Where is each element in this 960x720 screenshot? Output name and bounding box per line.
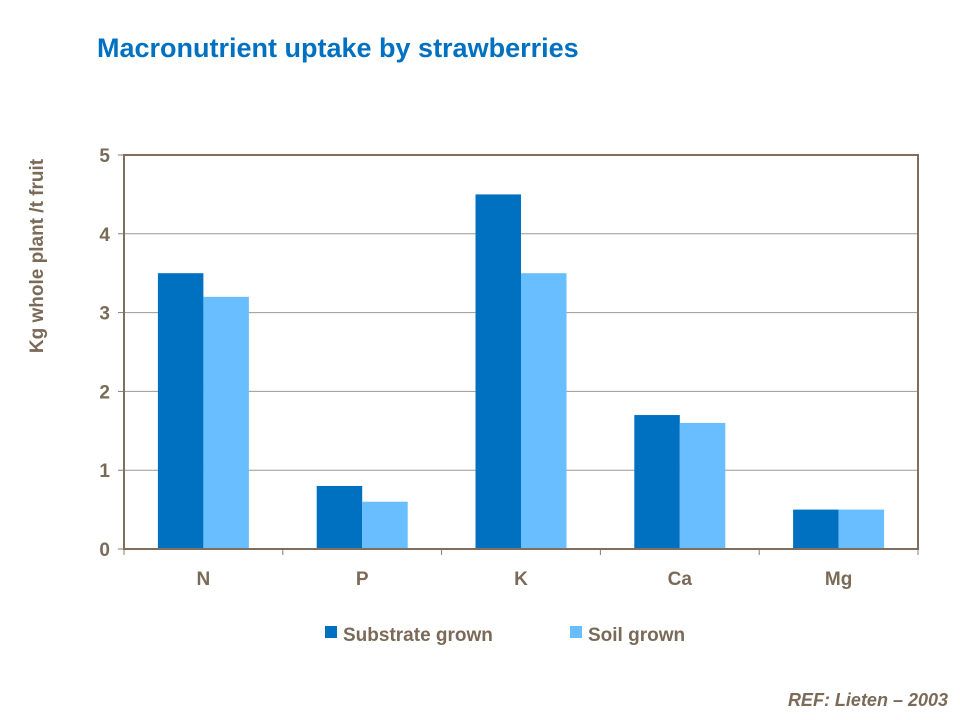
y-tick-label: 5 bbox=[99, 146, 110, 167]
x-tick-label: Ca bbox=[668, 569, 693, 590]
bar-soil-grown-mg bbox=[838, 509, 885, 549]
bar-soil-grown-p bbox=[362, 501, 408, 549]
legend-label: Substrate grown bbox=[343, 625, 493, 646]
reference-note: REF: Lieten – 2003 bbox=[787, 690, 948, 710]
bar-soil-grown-k bbox=[521, 273, 567, 549]
y-tick-label: 1 bbox=[99, 461, 110, 482]
x-tick-label: K bbox=[514, 569, 528, 590]
y-tick-label: 4 bbox=[99, 225, 110, 246]
plot-area-border bbox=[123, 154, 919, 550]
bar-substrate-grown-n bbox=[157, 273, 204, 549]
chart-title: Macronutrient uptake by strawberries bbox=[97, 33, 579, 63]
legend-swatch bbox=[325, 626, 337, 638]
y-axis-label: Kg whole plant /t fruit bbox=[27, 158, 48, 353]
y-tick-label: 2 bbox=[99, 382, 110, 403]
y-tick-label: 3 bbox=[99, 304, 110, 325]
x-tick-label: P bbox=[356, 569, 369, 590]
bar-substrate-grown-mg bbox=[793, 509, 839, 549]
x-tick-label: N bbox=[197, 569, 211, 590]
bar-substrate-grown-ca bbox=[634, 415, 680, 549]
bar-soil-grown-n bbox=[203, 296, 249, 549]
legend-label: Soil grown bbox=[588, 625, 685, 646]
bar-substrate-grown-k bbox=[475, 194, 521, 549]
legend-swatch bbox=[570, 626, 582, 638]
bar-substrate-grown-p bbox=[316, 485, 363, 549]
y-tick-label: 0 bbox=[99, 540, 110, 561]
bar-soil-grown-ca bbox=[679, 422, 726, 549]
x-tick-label: Mg bbox=[825, 569, 852, 590]
